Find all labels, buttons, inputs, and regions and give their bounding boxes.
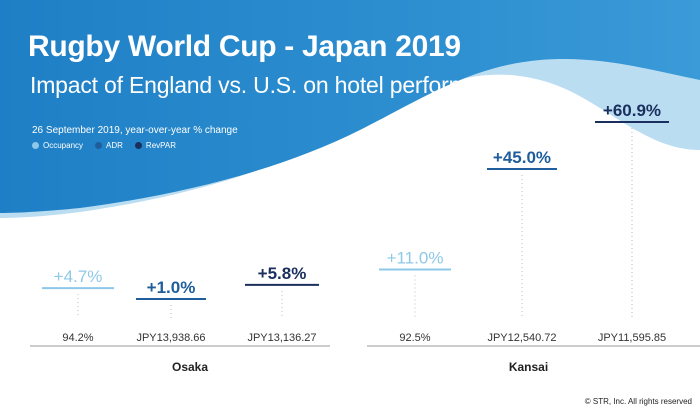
chart-legend: Occupancy ADR RevPAR xyxy=(32,141,176,150)
legend-label-adr: ADR xyxy=(106,141,123,150)
chart-note: 26 September 2019, year-over-year % chan… xyxy=(32,125,238,136)
group-label-osaka: Osaka xyxy=(172,360,208,374)
level-label-kansai-revpar: JPY11,595.85 xyxy=(598,332,666,344)
change-label-kansai-occupancy: +11.0% xyxy=(387,248,444,267)
legend-label-occupancy: Occupancy xyxy=(43,141,84,150)
level-label-osaka-occupancy: 94.2% xyxy=(62,332,93,344)
legend-item-adr: ADR xyxy=(95,141,123,150)
change-label-kansai-revpar: +60.9% xyxy=(603,101,661,120)
legend-dot-revpar xyxy=(134,142,142,149)
legend-dot-occupancy xyxy=(32,142,39,149)
change-label-kansai-adr: +45.0% xyxy=(493,148,551,167)
change-label-osaka-adr: +1.0% xyxy=(147,278,196,297)
level-label-osaka-revpar: JPY13,136.27 xyxy=(247,332,316,344)
copyright-text: © STR, Inc. All rights reserved xyxy=(584,397,692,406)
level-label-osaka-adr: JPY13,938.66 xyxy=(136,332,205,344)
header-wave xyxy=(0,0,700,213)
group-label-kansai: Kansai xyxy=(509,360,548,374)
legend-item-occupancy: Occupancy xyxy=(32,141,83,150)
legend-item-revpar: RevPAR xyxy=(134,141,177,150)
page-subtitle: Impact of England vs. U.S. on hotel perf… xyxy=(30,72,517,98)
legend-dot-adr xyxy=(95,142,103,149)
level-label-kansai-occupancy: 92.5% xyxy=(399,332,430,344)
page-title: Rugby World Cup - Japan 2019 xyxy=(28,30,461,63)
change-label-osaka-revpar: +5.8% xyxy=(258,264,307,283)
change-label-osaka-occupancy: +4.7% xyxy=(54,267,103,286)
level-label-kansai-adr: JPY12,540.72 xyxy=(487,332,556,344)
legend-label-revpar: RevPAR xyxy=(145,141,177,150)
